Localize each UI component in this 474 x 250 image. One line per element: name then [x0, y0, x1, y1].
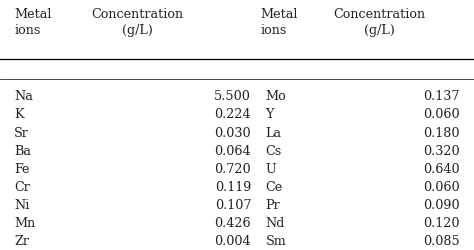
Text: Nd: Nd [265, 216, 285, 229]
Text: Fe: Fe [14, 162, 30, 175]
Text: Pr: Pr [265, 198, 280, 211]
Text: Ba: Ba [14, 144, 31, 157]
Text: Cr: Cr [14, 180, 30, 193]
Text: 0.060: 0.060 [423, 108, 460, 121]
Text: Sm: Sm [265, 234, 286, 247]
Text: 0.085: 0.085 [423, 234, 460, 247]
Text: La: La [265, 126, 282, 139]
Text: Cs: Cs [265, 144, 282, 157]
Text: Ce: Ce [265, 180, 283, 193]
Text: 0.640: 0.640 [423, 162, 460, 175]
Text: 0.426: 0.426 [215, 216, 251, 229]
Text: Y: Y [265, 108, 274, 121]
Text: 0.090: 0.090 [423, 198, 460, 211]
Text: Mo: Mo [265, 90, 286, 103]
Text: Mn: Mn [14, 216, 36, 229]
Text: 0.120: 0.120 [423, 216, 460, 229]
Text: 0.137: 0.137 [423, 90, 460, 103]
Text: 0.030: 0.030 [215, 126, 251, 139]
Text: 0.224: 0.224 [215, 108, 251, 121]
Text: 5.500: 5.500 [214, 90, 251, 103]
Text: Metal
ions: Metal ions [14, 8, 52, 36]
Text: 0.004: 0.004 [215, 234, 251, 247]
Text: 0.119: 0.119 [215, 180, 251, 193]
Text: Na: Na [14, 90, 33, 103]
Text: Sr: Sr [14, 126, 29, 139]
Text: Metal
ions: Metal ions [261, 8, 298, 36]
Text: K: K [14, 108, 24, 121]
Text: 0.720: 0.720 [215, 162, 251, 175]
Text: 0.064: 0.064 [215, 144, 251, 157]
Text: U: U [265, 162, 276, 175]
Text: 0.180: 0.180 [423, 126, 460, 139]
Text: 0.320: 0.320 [423, 144, 460, 157]
Text: 0.107: 0.107 [215, 198, 251, 211]
Text: Concentration
(g/L): Concentration (g/L) [333, 8, 425, 36]
Text: 0.060: 0.060 [423, 180, 460, 193]
Text: Concentration
(g/L): Concentration (g/L) [91, 8, 183, 36]
Text: Ni: Ni [14, 198, 29, 211]
Text: Zr: Zr [14, 234, 29, 247]
